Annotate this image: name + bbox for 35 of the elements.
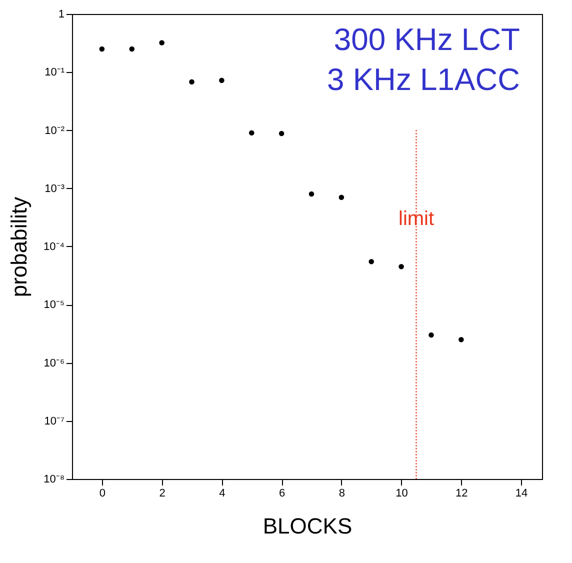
y-tick-label: 10⁻⁷ bbox=[44, 415, 65, 428]
y-tick-label: 10⁻⁸ bbox=[44, 474, 64, 486]
point bbox=[338, 194, 344, 200]
point bbox=[398, 264, 404, 270]
point bbox=[189, 79, 194, 84]
x-tick-label: 2 bbox=[159, 488, 166, 500]
y-tick-label: 10⁻³ bbox=[44, 182, 65, 195]
point bbox=[248, 130, 254, 136]
x-tick-label: 10 bbox=[396, 488, 408, 500]
annotation: 300 KHz LCT bbox=[334, 22, 520, 57]
point bbox=[159, 40, 164, 46]
point bbox=[99, 46, 105, 52]
point bbox=[308, 191, 314, 197]
point bbox=[458, 336, 464, 342]
x-tick-label: 0 bbox=[99, 488, 106, 500]
y-tick-label: 10⁻¹ bbox=[44, 66, 65, 79]
y-tick-label: 10⁻⁶ bbox=[44, 357, 64, 370]
y-tick-label: 10⁻⁴ bbox=[44, 241, 65, 253]
y-axis-title: probability bbox=[6, 196, 32, 298]
x-tick-label: 6 bbox=[278, 488, 286, 500]
x-axis-title: BLOCKS bbox=[262, 514, 352, 538]
point bbox=[219, 78, 224, 84]
point bbox=[428, 332, 434, 338]
x-tick-label: 8 bbox=[338, 488, 345, 500]
point bbox=[278, 130, 284, 136]
annotation: 3 KHz L1ACC bbox=[327, 62, 520, 97]
point bbox=[129, 46, 135, 52]
x-tick-label: 12 bbox=[456, 488, 468, 500]
ref-line-label: limit bbox=[398, 208, 434, 230]
x-tick-label: 4 bbox=[219, 488, 226, 500]
y-tick-label: 1 bbox=[58, 8, 64, 20]
point bbox=[368, 258, 374, 264]
x-tick-label: 14 bbox=[515, 488, 528, 500]
y-tick-label: 10⁻² bbox=[44, 124, 65, 137]
y-tick-label: 10⁻⁵ bbox=[44, 299, 64, 312]
